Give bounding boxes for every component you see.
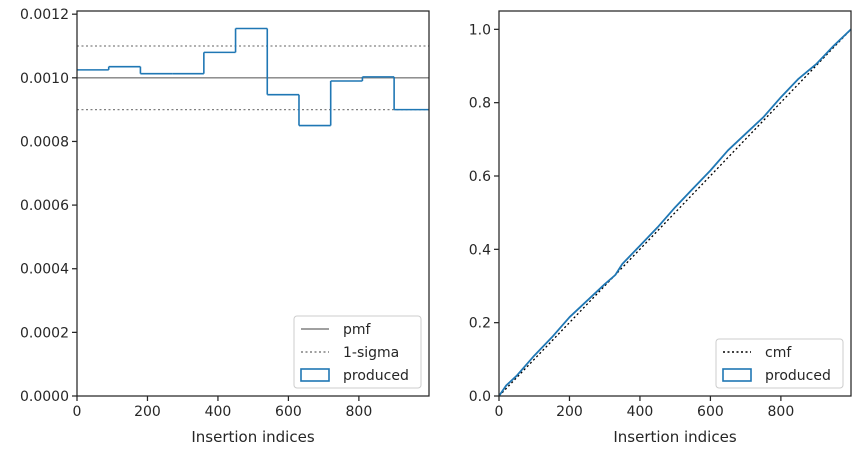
x-tick-label: 0 xyxy=(495,404,504,420)
y-tick-label: 0.0000 xyxy=(20,389,69,405)
x-tick-label: 800 xyxy=(346,404,373,420)
y-tick-label: 0.8 xyxy=(469,96,491,112)
x-tick-label: 0 xyxy=(73,404,82,420)
legend-label-produced: produced xyxy=(343,368,409,384)
x-tick-label: 600 xyxy=(697,404,724,420)
legend-label-1-sigma: 1-sigma xyxy=(343,345,399,361)
chart-cmf: 0 200 400 600 800 0.0 0.2 0.4 0.6 0.8 1.0 Insertion… xyxy=(469,10,852,446)
y-tick-label: 0.0006 xyxy=(20,198,69,214)
plot-area xyxy=(77,27,429,127)
x-tick-label: 400 xyxy=(205,404,232,420)
y-tick-label: 0.6 xyxy=(469,169,491,185)
plot-area xyxy=(499,28,851,396)
y-tick-label: 0.0002 xyxy=(20,325,69,341)
x-tick-label: 200 xyxy=(134,404,161,420)
x-axis-label: Insertion indices xyxy=(191,428,314,446)
y-tick-label: 0.0012 xyxy=(20,7,69,23)
axes-frame xyxy=(76,10,430,397)
axes-frame xyxy=(498,10,852,397)
legend-swatch-produced xyxy=(300,368,330,382)
y-tick-label: 0.2 xyxy=(469,316,491,332)
x-axis-label: Insertion indices xyxy=(613,428,736,446)
produced-cdf-line xyxy=(499,28,851,396)
y-tick-label: 0.0004 xyxy=(20,262,69,278)
legend-box xyxy=(715,338,844,389)
chart-pmf: 0 200 400 600 800 0.0000 0.0002 0.0004 0.0006 0.0… xyxy=(20,7,430,446)
y-tick-label: 0.0010 xyxy=(20,71,69,87)
y-tick-label: 0.0008 xyxy=(20,134,69,150)
legend-label-produced: produced xyxy=(765,368,831,384)
x-tick-label: 400 xyxy=(627,404,654,420)
x-tick-label: 800 xyxy=(768,404,795,420)
legend-label-pmf: pmf xyxy=(343,322,372,338)
legend: cmf produced xyxy=(715,338,844,389)
x-tick-label: 200 xyxy=(556,404,583,420)
legend-swatch-produced xyxy=(722,368,752,382)
x-tick-label: 600 xyxy=(275,404,302,420)
y-tick-label: 0.4 xyxy=(469,242,491,258)
y-tick-label: 0.0 xyxy=(469,389,491,405)
legend: pmf 1-sigma produced xyxy=(293,315,422,389)
y-tick-label: 1.0 xyxy=(469,22,491,38)
legend-box xyxy=(293,315,422,389)
cmf-line xyxy=(499,28,851,396)
legend-label-cmf: cmf xyxy=(765,345,792,361)
